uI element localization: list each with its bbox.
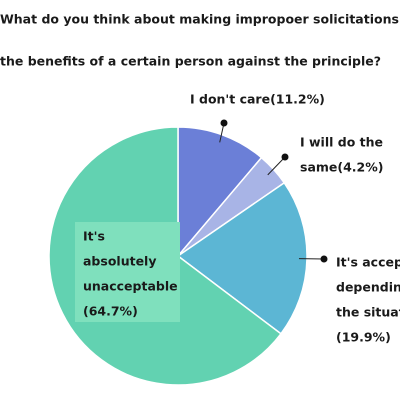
leader-dot [320,255,328,263]
value-label: (64.7%) [83,304,138,319]
slice-label: depending on [336,280,400,295]
pie-slice [177,126,263,259]
value-label: (4.2%) [337,160,383,175]
slice-label: It's acceptable [336,255,400,270]
value-label: (19.9%) [336,330,391,345]
slice-label: absolutely [83,254,156,269]
slice-label: I will do the [300,135,383,150]
label-box [75,222,180,322]
leader-line [267,156,286,176]
leader-dot [281,153,289,161]
slice-label: I don't care [190,92,270,107]
value-label: (11.2%) [270,92,325,107]
slice-label: the situation [336,305,400,320]
slice-label: unacceptable [83,279,178,294]
chart-title: What do you think about making impropoer… [0,12,399,27]
chart-title: the benefits of a certain person against… [0,54,381,69]
slice-label: It's [83,229,105,244]
leader-dot [220,119,228,127]
slice-label: same [300,160,337,175]
